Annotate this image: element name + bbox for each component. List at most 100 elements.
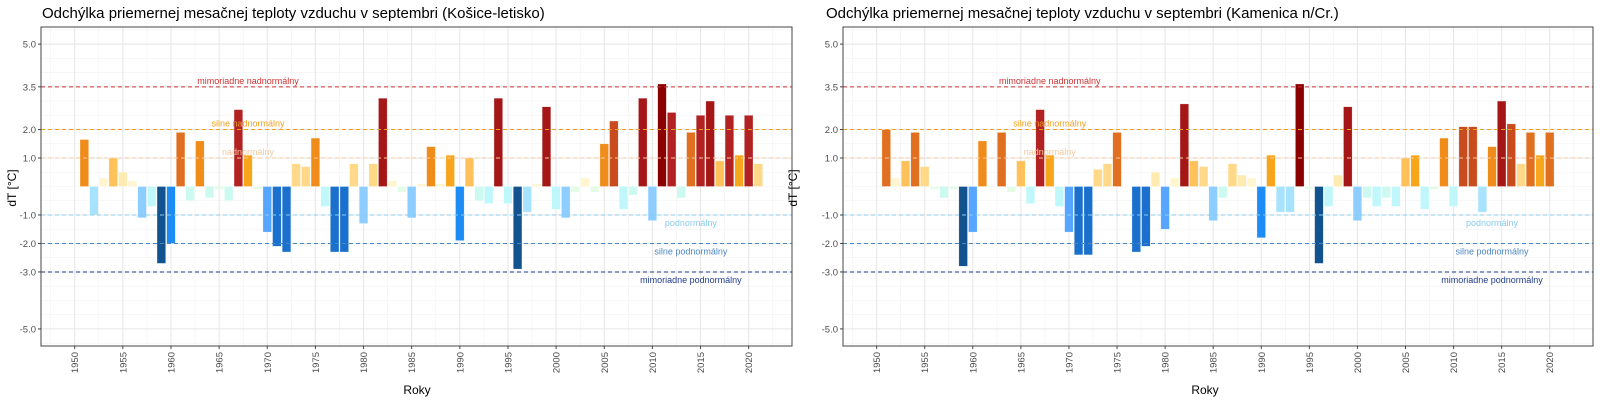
- bar-1978: [339, 186, 349, 253]
- bar-1971: [1074, 186, 1084, 256]
- bar-1999: [1343, 106, 1353, 187]
- threshold-label: nadnormálny: [222, 147, 275, 157]
- x-tick-label: 1950: [872, 352, 883, 373]
- bar-1963: [195, 140, 205, 187]
- bar-2014: [686, 132, 696, 187]
- threshold-label: mimoriadne podnormálny: [1441, 275, 1543, 285]
- bar-1959: [156, 186, 166, 264]
- bar-2017: [1516, 163, 1526, 187]
- x-axis: 1950 1955 1960 1965 1970 1975 1980 1985 1990 1995…: [70, 346, 755, 373]
- y-tick-label: 2.0: [825, 125, 838, 136]
- bar-1958: [147, 186, 157, 207]
- y-axis-label: dT [°C]: [5, 169, 19, 206]
- bar-1995: [503, 186, 513, 204]
- bar-1988: [1237, 174, 1247, 187]
- bar-1970: [262, 186, 272, 233]
- y-tick-label: -1.0: [822, 210, 838, 221]
- bar-1996: [1314, 186, 1324, 264]
- y-tick-label: 5.0: [825, 40, 838, 51]
- y-tick-label: -2.0: [20, 239, 36, 250]
- bar-1993: [1285, 186, 1295, 213]
- bar-1984: [1199, 166, 1209, 187]
- bar-1979: [349, 163, 359, 187]
- bar-1990: [455, 186, 465, 241]
- bar-1975: [1112, 132, 1122, 187]
- y-tick-label: -3.0: [20, 267, 36, 278]
- bar-1954: [910, 132, 920, 187]
- bar-2009: [638, 97, 648, 187]
- x-tick-label: 1970: [263, 352, 274, 373]
- y-tick-label: 1.0: [825, 154, 838, 165]
- bar-2010: [647, 186, 657, 221]
- chart-title: Odchýlka priemernej mesačnej teploty vzd…: [42, 5, 545, 22]
- bar-1996: [513, 186, 523, 270]
- x-tick-label: 2005: [600, 352, 611, 373]
- bar-1995: [1304, 186, 1314, 190]
- bar-2004: [1391, 186, 1401, 207]
- x-tick-label: 1960: [968, 352, 979, 373]
- bar-1989: [1247, 177, 1257, 187]
- bar-1983: [1189, 160, 1199, 187]
- x-axis-label: Roky: [403, 383, 430, 397]
- x-tick-label: 1960: [166, 352, 177, 373]
- x-tick-label: 1980: [359, 352, 370, 373]
- bar-1991: [1266, 154, 1276, 187]
- threshold-label: mimoriadne podnormálny: [640, 275, 742, 285]
- bar-1972: [1083, 186, 1093, 256]
- bar-1980: [1160, 186, 1170, 230]
- y-axis: 5.0 3.5 2.0 1.0 -1.0 -2.0 -3.0 -5.0: [822, 40, 843, 335]
- bar-1958: [949, 186, 959, 190]
- bar-2011: [657, 83, 667, 187]
- bar-1982: [378, 97, 388, 187]
- x-tick-label: 2020: [1545, 352, 1556, 373]
- x-tick-label: 1950: [70, 352, 81, 373]
- bar-2004: [590, 186, 600, 193]
- bar-1956: [127, 180, 138, 187]
- bar-1964: [204, 186, 215, 199]
- x-tick-label: 1955: [920, 352, 931, 373]
- bar-1982: [1179, 103, 1189, 187]
- bar-2011: [1458, 126, 1468, 187]
- bar-1986: [416, 183, 426, 187]
- bar-2003: [580, 177, 590, 187]
- x-tick-label: 2000: [552, 352, 563, 373]
- bar-2003: [1381, 186, 1391, 199]
- bar-1973: [1093, 169, 1103, 187]
- bar-1983: [387, 180, 398, 187]
- bar-1959: [958, 186, 968, 267]
- y-axis: 5.0 3.5 2.0 1.0 -1.0 -2.0 -3.0 -5.0: [20, 40, 41, 335]
- bar-1955: [920, 166, 930, 187]
- bar-1989: [445, 154, 455, 187]
- bar-2005: [599, 143, 609, 187]
- bar-1979: [1150, 172, 1161, 187]
- threshold-lines: mimoriadne nadnormálny silne nadnormálny n…: [41, 76, 792, 285]
- bar-1994: [493, 97, 503, 187]
- bar-2018: [724, 115, 734, 187]
- x-tick-label: 1970: [1064, 352, 1075, 373]
- bar-2021: [753, 163, 763, 187]
- bar-1957: [137, 186, 147, 219]
- bar-1998: [532, 183, 542, 187]
- bar-1966: [1025, 186, 1036, 204]
- bar-2002: [570, 186, 580, 193]
- y-tick-label: 2.0: [23, 125, 36, 136]
- bar-2002: [1372, 186, 1382, 207]
- y-tick-label: -3.0: [822, 267, 838, 278]
- bar-1977: [1131, 186, 1141, 253]
- threshold-label: nadnormálny: [1024, 147, 1077, 157]
- bar-1953: [99, 177, 109, 187]
- bar-1981: [1170, 177, 1180, 187]
- bar-1984: [397, 186, 407, 193]
- x-tick-label: 1980: [1161, 352, 1172, 373]
- bar-2020: [744, 115, 754, 187]
- bar-1992: [474, 186, 484, 201]
- bar-1974: [1102, 163, 1113, 187]
- threshold-label: silne nadnormálny: [211, 119, 285, 129]
- bar-2014: [1487, 146, 1497, 187]
- x-tick-label: 1965: [215, 352, 226, 373]
- y-tick-label: -2.0: [822, 239, 838, 250]
- bar-2010: [1449, 186, 1459, 207]
- bar-1997: [522, 186, 532, 213]
- bar-1980: [358, 186, 369, 224]
- x-tick-label: 1965: [1016, 352, 1027, 373]
